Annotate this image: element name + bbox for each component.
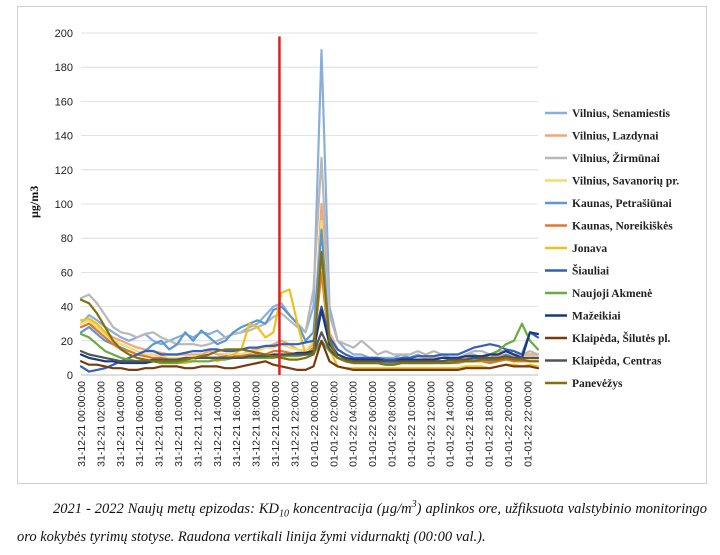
legend-label: Vilnius, Senamiestis — [572, 108, 671, 120]
legend-label: Vilnius, Žirmūnai — [572, 151, 661, 165]
legend-label: Šiauliai — [572, 264, 610, 278]
caption-suffix: ) aplinkos ore, užfiksuota valstybinio m… — [17, 500, 708, 545]
x-tick-label: 01-01-22 06:00:00 — [367, 381, 379, 467]
caption-mid: koncentracija (µg/m — [289, 500, 412, 517]
series-line — [79, 305, 540, 373]
series-line — [79, 250, 540, 366]
x-tick-label: 31-12-21 00:00:00 — [76, 381, 88, 467]
legend-label: Kaunas, Noreikiškės — [572, 221, 673, 233]
y-tick-label: 200 — [55, 28, 73, 40]
x-tick-label: 01-01-22 22:00:00 — [522, 381, 534, 467]
caption-prefix: 2021 - 2022 Naujų metų epizodas: KD — [53, 500, 280, 517]
x-tick-label: 31-12-21 10:00:00 — [173, 381, 185, 467]
legend-label: Jonava — [572, 243, 607, 255]
legend-label: Vilnius, Savanorių pr. — [572, 176, 679, 188]
x-tick-label: 31-12-21 18:00:00 — [251, 381, 263, 467]
x-tick-label: 31-12-21 06:00:00 — [134, 381, 146, 467]
x-tick-label: 01-01-22 18:00:00 — [484, 381, 496, 467]
x-tick-label: 01-01-22 16:00:00 — [464, 381, 476, 467]
x-tick-label: 01-01-22 10:00:00 — [406, 381, 418, 467]
x-tick-label: 01-01-22 08:00:00 — [386, 381, 398, 467]
y-tick-label: 80 — [61, 233, 73, 245]
y-tick-label: 20 — [61, 336, 73, 348]
legend-label: Mažeikiai — [572, 311, 621, 323]
gridlines — [81, 32, 538, 376]
chart-frame: 0 20 40 60 80 100 120 140 160 180 200 µg/m3 31-12-21… — [17, 6, 707, 484]
x-tick-label: 31-12-21 12:00:00 — [192, 381, 204, 467]
series-line — [79, 228, 540, 365]
legend-label: Panevėžys — [572, 378, 623, 390]
x-tick-label: 31-12-21 14:00:00 — [212, 381, 224, 467]
x-tick-label: 01-01-22 12:00:00 — [425, 381, 437, 467]
y-tick-label: 180 — [55, 62, 73, 74]
y-tick-label: 100 — [55, 199, 73, 211]
legend: Vilnius, Senamiestis Vilnius, Lazdynai Vil… — [545, 108, 679, 390]
y-tick-label: 120 — [55, 165, 73, 177]
legend-label: Kaunas, Petrašiūnai — [572, 198, 672, 210]
legend-label: Klaipėda, Šilutės pl. — [572, 331, 671, 345]
x-tick-label: 01-01-22 00:00:00 — [309, 381, 321, 467]
x-tick-label: 31-12-21 02:00:00 — [95, 381, 107, 467]
x-tick-label: 31-12-21 04:00:00 — [115, 381, 127, 467]
axes: 0 20 40 60 80 100 120 140 160 180 200 µg/m3 31-12-21… — [27, 28, 538, 467]
legend-label: Vilnius, Lazdynai — [572, 131, 659, 143]
x-tick-label: 01-01-22 02:00:00 — [328, 381, 340, 467]
y-tick-label: 160 — [55, 96, 73, 108]
series-line — [79, 339, 540, 371]
x-tick-label: 01-01-22 14:00:00 — [445, 381, 457, 467]
x-tick-label: 01-01-22 04:00:00 — [348, 381, 360, 467]
series-lines — [79, 48, 540, 373]
x-tick-label: 31-12-21 08:00:00 — [154, 381, 166, 467]
caption-subscript: 10 — [279, 508, 290, 520]
y-tick-label: 0 — [67, 370, 73, 382]
caption-superscript: 3 — [411, 499, 417, 510]
y-tick-label: 60 — [61, 267, 73, 279]
x-tick-label: 31-12-21 16:00:00 — [231, 381, 243, 467]
line-chart: 0 20 40 60 80 100 120 140 160 180 200 µg/m3 31-12-21… — [27, 28, 679, 467]
legend-label: Klaipėda, Centras — [572, 356, 662, 368]
x-tick-label: 31-12-21 22:00:00 — [289, 381, 301, 467]
y-axis-label: µg/m3 — [27, 186, 41, 218]
figure-caption: 2021 - 2022 Naujų metų epizodas: KD10 ko… — [17, 494, 707, 548]
x-tick-label: 01-01-22 20:00:00 — [503, 381, 515, 467]
series-line — [79, 331, 540, 363]
x-tick-label: 31-12-21 20:00:00 — [270, 381, 282, 467]
y-tick-label: 140 — [55, 131, 73, 143]
y-tick-label: 40 — [61, 302, 73, 314]
legend-label: Naujoji Akmenė — [572, 288, 652, 300]
series-line — [79, 156, 540, 359]
